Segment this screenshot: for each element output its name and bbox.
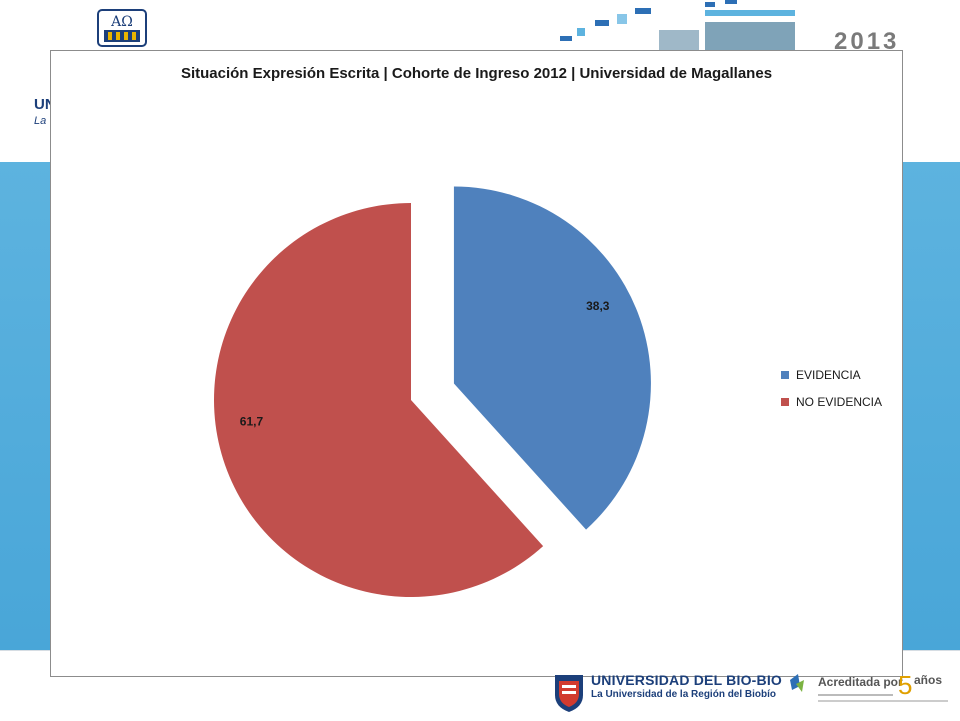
accreditation-badge: Acreditada por 5 años — [790, 670, 948, 702]
university-shield-icon — [555, 675, 583, 712]
svg-text:ΑΩ: ΑΩ — [110, 14, 133, 30]
university-crest-icon: ΑΩ — [97, 9, 147, 47]
pie-chart: 38,3 61,7 — [214, 186, 651, 597]
chart-legend: EVIDENCIA NO EVIDENCIA — [781, 361, 882, 415]
university-name: UNIVERSIDAD DEL BIO-BIO — [591, 672, 783, 688]
decorative-squares-icon — [560, 0, 795, 50]
pie-slice-evidencia — [453, 186, 651, 530]
legend-item: EVIDENCIA — [781, 361, 882, 388]
accreditation-text: Acreditada por — [818, 675, 903, 689]
legend-swatch — [781, 397, 789, 406]
accreditation-logo-icon — [790, 674, 800, 690]
chart-panel: Situación Expresión Escrita | Cohorte de… — [50, 50, 903, 677]
pie-slice-no-evidencia — [214, 202, 544, 597]
legend-item: NO EVIDENCIA — [781, 388, 882, 415]
accreditation-years: 5 — [898, 670, 912, 700]
data-label: 61,7 — [240, 414, 264, 428]
chart-title: Situación Expresión Escrita | Cohorte de… — [180, 65, 773, 82]
data-label: 38,3 — [586, 299, 610, 313]
accreditation-unit: años — [914, 673, 942, 687]
university-tagline: La Universidad de la Región del Biobío — [591, 689, 777, 700]
legend-label: EVIDENCIA — [796, 367, 861, 382]
legend-swatch — [781, 370, 789, 379]
legend-label: NO EVIDENCIA — [796, 394, 883, 409]
footer-university: UNIVERSIDAD DEL BIO-BIO La Universidad d… — [591, 672, 782, 700]
